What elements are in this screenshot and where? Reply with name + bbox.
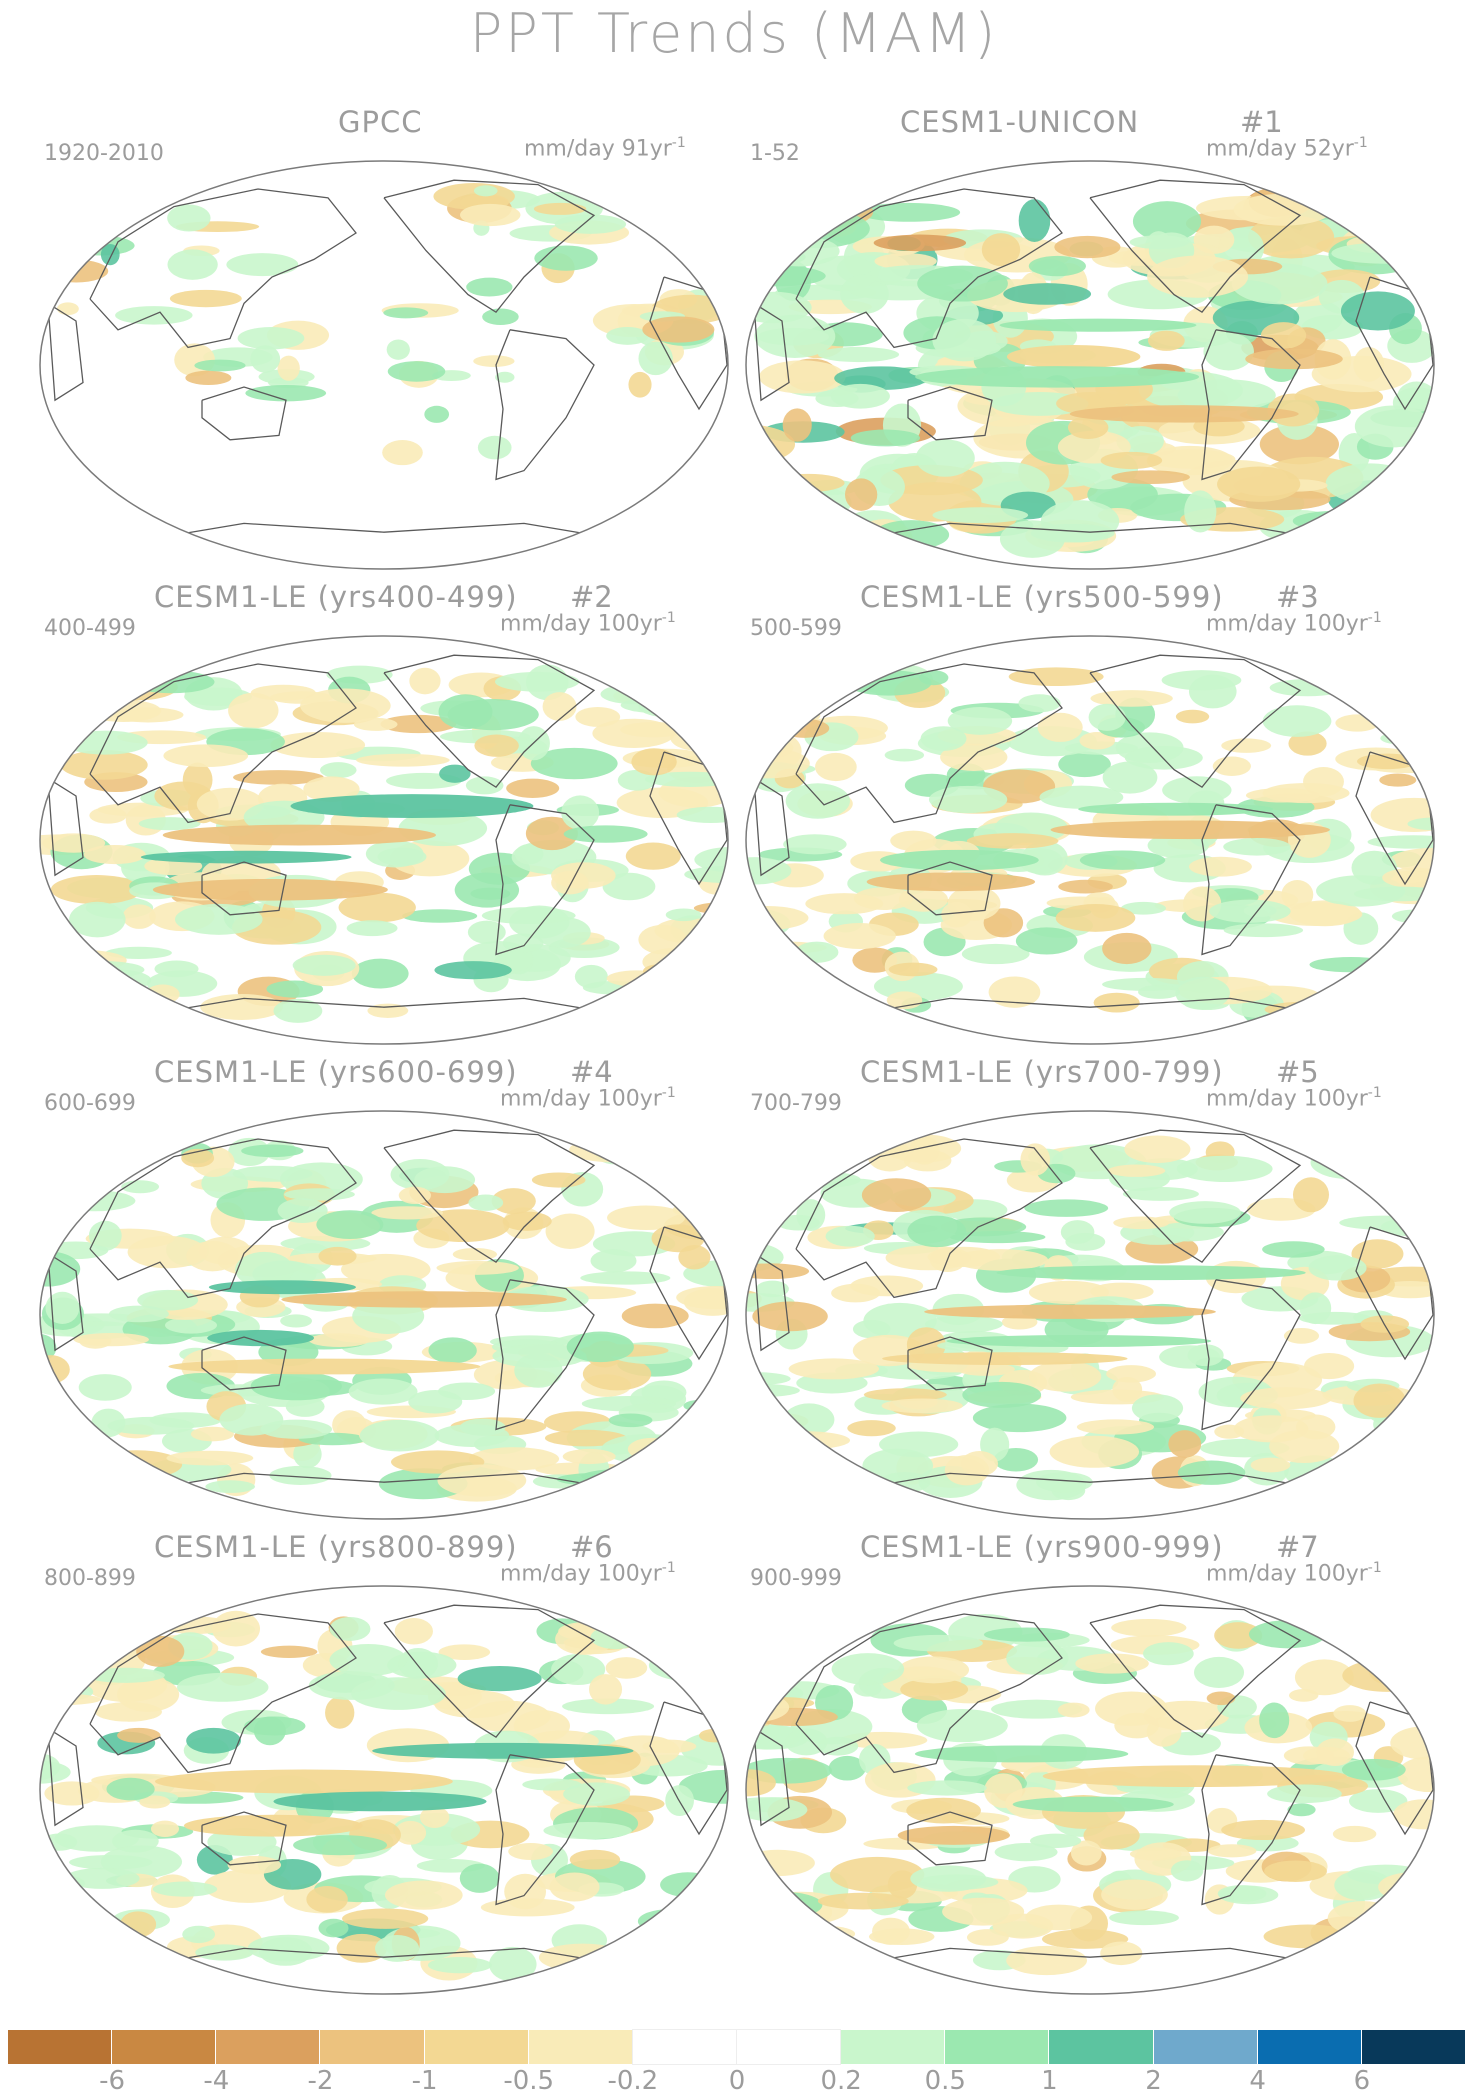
- colorbar-box: [631, 2029, 737, 2065]
- colorbar-box: [112, 2030, 216, 2064]
- colorbar-label: 4: [1249, 2066, 1266, 2096]
- map-panel: CESM1-LE (yrs400-499) #2 400-499 mm/day 100…: [34, 580, 754, 1050]
- map-panel: CESM1-LE (yrs700-799) #5 700-799 mm/day 100…: [740, 1055, 1460, 1525]
- world-map: [39, 1585, 729, 1995]
- colorbar-box: [1049, 2030, 1153, 2064]
- panel-units: mm/day 100yr-1: [500, 610, 676, 637]
- panel-title: CESM1-LE (yrs600-699): [154, 1055, 518, 1089]
- panel-years: 1920-2010: [44, 141, 164, 166]
- panel-number: #2: [570, 580, 613, 614]
- colorbar: -6 -4 -2 -1 -0.5 -0.2 0 0.2 0.5 1 2 4 6: [8, 2029, 1466, 2096]
- colorbar-box: [1361, 2030, 1465, 2064]
- panel-title: CESM1-LE (yrs700-799): [860, 1055, 1224, 1089]
- colorbar-box: [1257, 2030, 1361, 2064]
- colorbar-box: [424, 2030, 528, 2064]
- panel-title: CESM1-LE (yrs500-599): [860, 580, 1224, 614]
- panel-years: 1-52: [750, 141, 800, 166]
- colorbar-box: [528, 2030, 632, 2064]
- colorbar-label: 1: [1041, 2066, 1058, 2096]
- map-panel: CESM1-LE (yrs900-999) #7 900-999 mm/day 100…: [740, 1530, 1460, 2000]
- colorbar-box: [8, 2030, 112, 2064]
- colorbar-box: [320, 2030, 424, 2064]
- colorbar-label: -4: [203, 2066, 230, 2096]
- panel-title: GPCC: [338, 105, 423, 139]
- panel-title: CESM1-LE (yrs400-499): [154, 580, 518, 614]
- map-panel: CESM1-LE (yrs500-599) #3 500-599 mm/day 100…: [740, 580, 1460, 1050]
- panel-years: 600-699: [44, 1091, 136, 1116]
- colorbar-label: -1: [411, 2066, 438, 2096]
- colorbar-label: -0.5: [503, 2066, 555, 2096]
- panel-title: CESM1-LE (yrs900-999): [860, 1530, 1224, 1564]
- world-map: [745, 635, 1435, 1045]
- panel-years: 800-899: [44, 1566, 136, 1591]
- colorbar-label: 0.5: [924, 2066, 966, 2096]
- panel-number: #7: [1276, 1530, 1319, 1564]
- colorbar-label: -0.2: [607, 2066, 659, 2096]
- colorbar-label: 2: [1145, 2066, 1162, 2096]
- map-panel: GPCC 1920-2010 mm/day 91yr-1: [34, 105, 754, 575]
- panel-years: 500-599: [750, 616, 842, 641]
- colorbar-box: [216, 2030, 320, 2064]
- colorbar-label: 0: [728, 2066, 746, 2096]
- map-panel: CESM1-LE (yrs600-699) #4 600-699 mm/day 100…: [34, 1055, 754, 1525]
- panel-years: 700-799: [750, 1091, 842, 1116]
- colorbar-box: [1153, 2030, 1257, 2064]
- panel-number: #5: [1276, 1055, 1319, 1089]
- panel-units: mm/day 100yr-1: [500, 1560, 676, 1587]
- colorbar-label: 0.2: [820, 2066, 862, 2096]
- panel-title: CESM1-UNICON: [900, 105, 1140, 139]
- panel-number: #1: [1240, 105, 1283, 139]
- colorbar-box: [841, 2030, 945, 2064]
- colorbar-box: [735, 2029, 842, 2065]
- map-panel: CESM1-UNICON #1 1-52 mm/day 52yr-1: [740, 105, 1460, 575]
- colorbar-box: [945, 2030, 1049, 2064]
- panel-units: mm/day 100yr-1: [500, 1085, 676, 1112]
- colorbar-label: -2: [307, 2066, 334, 2096]
- world-map: [39, 1110, 729, 1520]
- world-map: [39, 160, 729, 570]
- panel-number: #3: [1276, 580, 1319, 614]
- panel-years: 900-999: [750, 1566, 842, 1591]
- world-map: [39, 635, 729, 1045]
- panel-units: mm/day 100yr-1: [1206, 610, 1382, 637]
- colorbar-label: 6: [1353, 2066, 1371, 2096]
- panel-units: mm/day 52yr-1: [1206, 135, 1368, 162]
- world-map: [745, 1110, 1435, 1520]
- colorbar-label: -6: [99, 2066, 126, 2096]
- map-panel: CESM1-LE (yrs800-899) #6 800-899 mm/day 100…: [34, 1530, 754, 2000]
- panel-units: mm/day 100yr-1: [1206, 1560, 1382, 1587]
- panel-years: 400-499: [44, 616, 136, 641]
- page-title: PPT Trends (MAM): [469, 2, 999, 65]
- world-map: [745, 160, 1435, 570]
- panel-number: #6: [570, 1530, 613, 1564]
- panel-units: mm/day 100yr-1: [1206, 1085, 1382, 1112]
- panel-number: #4: [570, 1055, 613, 1089]
- panel-title: CESM1-LE (yrs800-899): [154, 1530, 518, 1564]
- world-map: [745, 1585, 1435, 1995]
- panel-units: mm/day 91yr-1: [524, 135, 686, 162]
